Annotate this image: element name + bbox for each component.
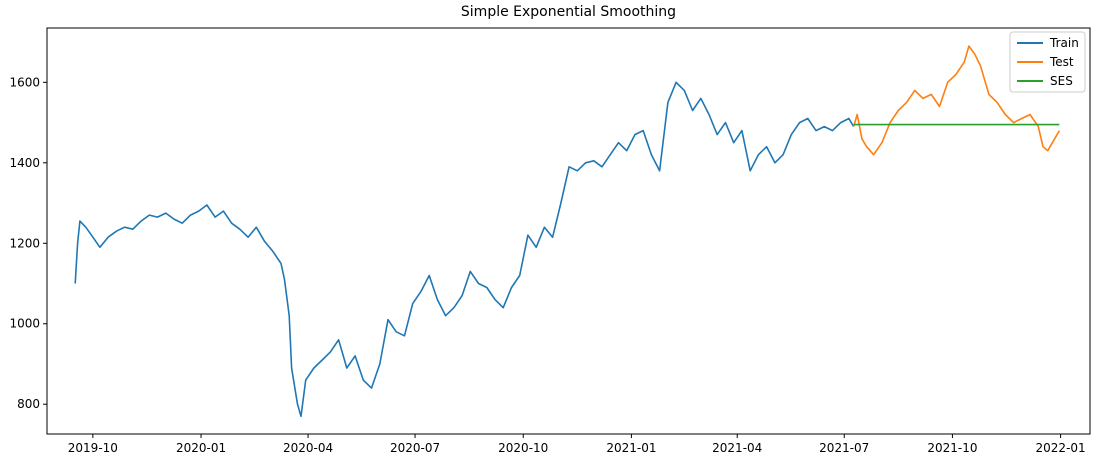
y-tick-label: 800 xyxy=(17,397,40,411)
chart-title: Simple Exponential Smoothing xyxy=(460,4,677,20)
x-tick-label: 2020-04 xyxy=(283,441,333,455)
series-line-train xyxy=(74,81,855,418)
axes-frame xyxy=(46,27,1091,435)
x-tick-label: 2022-01 xyxy=(1036,441,1086,455)
x-tick-label: 2021-01 xyxy=(606,441,656,455)
y-tick-label: 1200 xyxy=(9,236,40,250)
legend-box xyxy=(1009,31,1086,93)
x-tick-label: 2021-10 xyxy=(927,441,977,455)
x-tick-label: 2020-10 xyxy=(498,441,548,455)
series-lines xyxy=(74,45,1061,418)
series-line-test xyxy=(852,45,1061,156)
x-tick-label: 2020-07 xyxy=(390,441,440,455)
y-tick-label: 1600 xyxy=(9,75,40,89)
legend-label-ses: SES xyxy=(1050,74,1073,88)
legend-label-train: Train xyxy=(1049,36,1079,50)
axis-ticks: 2019-10 2020-01 2020-04 2020-07 2020-10 2021-… xyxy=(9,75,1085,455)
legend: Train Test SES xyxy=(1009,31,1086,93)
x-tick-label: 2021-04 xyxy=(712,441,762,455)
x-tick-label: 2019-10 xyxy=(68,441,118,455)
y-tick-label: 1000 xyxy=(9,317,40,331)
x-tick-label: 2021-07 xyxy=(819,441,869,455)
x-tick-label: 2020-01 xyxy=(176,441,226,455)
legend-label-test: Test xyxy=(1049,55,1074,69)
y-tick-label: 1400 xyxy=(9,156,40,170)
